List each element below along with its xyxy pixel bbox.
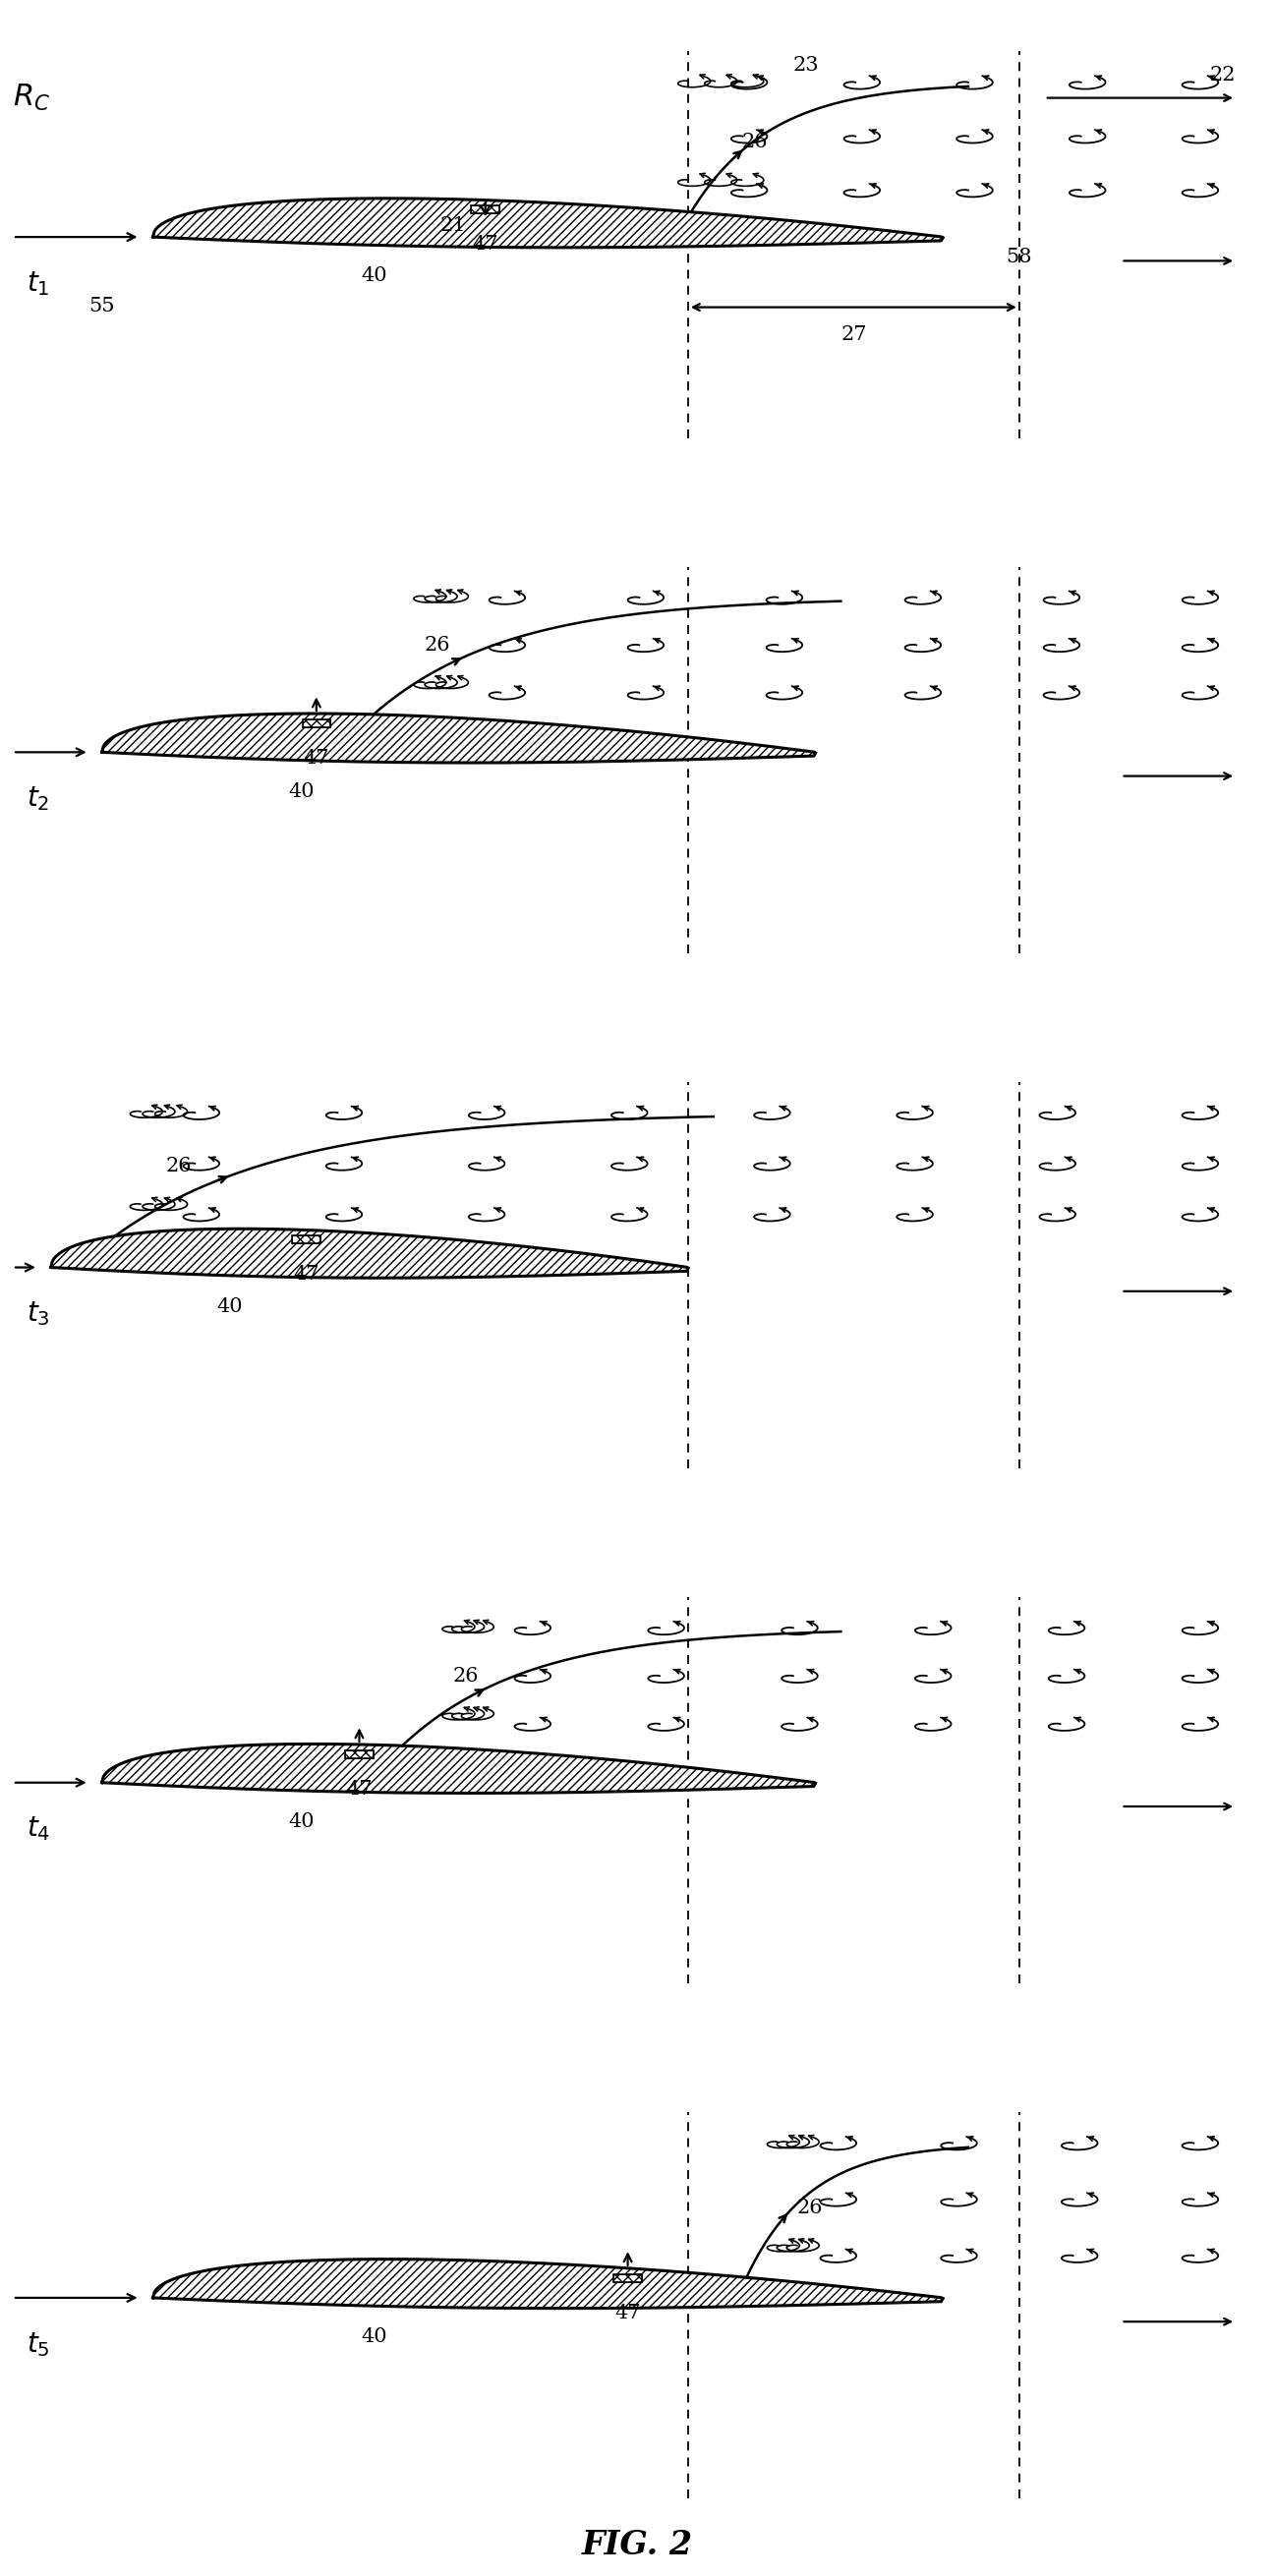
Polygon shape — [153, 2259, 943, 2308]
Text: 26: 26 — [424, 636, 450, 654]
Text: FIG. 2: FIG. 2 — [581, 2530, 693, 2561]
Text: 26: 26 — [798, 2197, 823, 2218]
Bar — [471, 206, 499, 214]
Text: 40: 40 — [217, 1298, 242, 1316]
Polygon shape — [153, 198, 943, 247]
Polygon shape — [51, 1229, 688, 1278]
Text: 21: 21 — [440, 216, 466, 234]
Bar — [292, 1236, 320, 1244]
Text: 40: 40 — [361, 268, 387, 286]
Text: 47: 47 — [473, 234, 498, 255]
Bar — [345, 1749, 373, 1757]
Text: 26: 26 — [166, 1157, 191, 1175]
Polygon shape — [102, 714, 815, 762]
Text: 47: 47 — [347, 1780, 372, 1798]
Text: $t_3$: $t_3$ — [27, 1301, 50, 1327]
Text: 40: 40 — [289, 1814, 315, 1832]
Bar — [614, 2275, 642, 2282]
Text: 55: 55 — [89, 296, 115, 317]
Text: 47: 47 — [615, 2303, 641, 2321]
Text: 40: 40 — [361, 2329, 387, 2347]
Bar — [292, 1236, 320, 1244]
Text: 26: 26 — [452, 1667, 479, 1685]
Text: 23: 23 — [792, 57, 819, 75]
Text: $t_2$: $t_2$ — [27, 786, 50, 811]
Text: 40: 40 — [289, 783, 315, 801]
Text: 47: 47 — [293, 1265, 320, 1283]
Text: 58: 58 — [1006, 247, 1032, 265]
Text: 26: 26 — [741, 134, 768, 152]
Text: 47: 47 — [303, 750, 330, 768]
Polygon shape — [102, 1744, 815, 1793]
Text: $t_4$: $t_4$ — [27, 1816, 50, 1842]
Bar — [471, 206, 499, 214]
Text: $R_C$: $R_C$ — [13, 82, 50, 113]
Bar — [614, 2275, 642, 2282]
Text: $t_1$: $t_1$ — [27, 270, 50, 296]
Text: 22: 22 — [1210, 64, 1236, 85]
Text: $t_5$: $t_5$ — [27, 2331, 50, 2357]
Bar — [345, 1749, 373, 1757]
Bar — [302, 719, 330, 726]
Bar — [302, 719, 330, 726]
Text: 27: 27 — [841, 325, 866, 343]
